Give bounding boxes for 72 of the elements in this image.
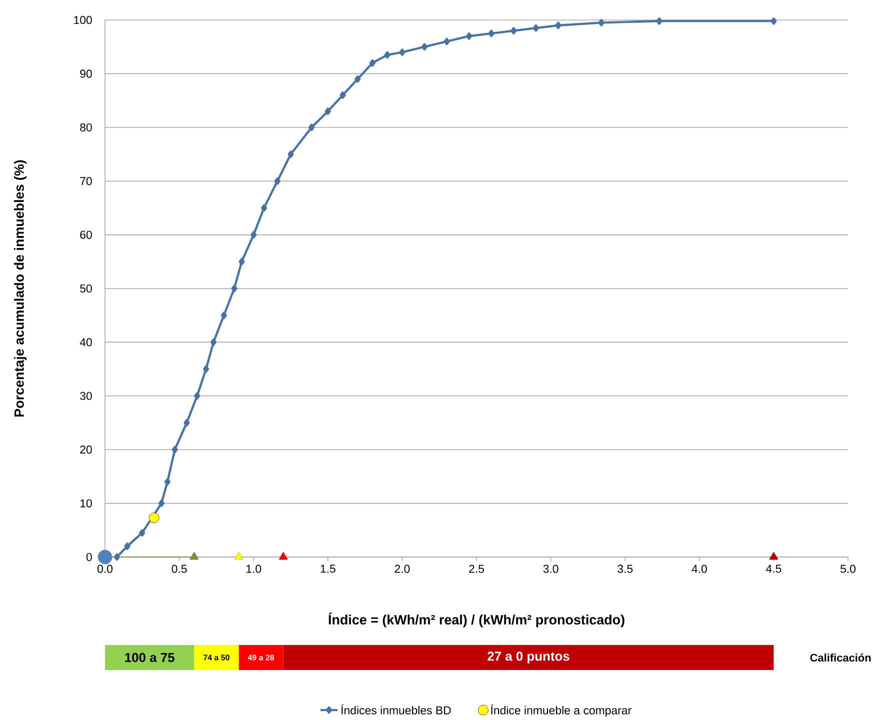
point bbox=[238, 258, 245, 266]
point bbox=[139, 529, 146, 537]
bar bbox=[194, 645, 239, 670]
point bbox=[274, 177, 280, 185]
point bbox=[250, 231, 257, 238]
point bbox=[148, 512, 160, 523]
point bbox=[124, 542, 130, 550]
x-tick-label: 3.0 bbox=[543, 564, 558, 573]
series-label: 100 a 75 bbox=[125, 652, 174, 662]
x-tick-label: 2.0 bbox=[394, 564, 410, 573]
point bbox=[421, 43, 428, 51]
point bbox=[260, 204, 268, 212]
y-tick-label: 30 bbox=[80, 392, 92, 400]
y-tick-label: 50 bbox=[80, 284, 92, 293]
point bbox=[444, 38, 450, 46]
annotation: Calificación bbox=[810, 653, 871, 662]
point bbox=[210, 338, 217, 346]
y-tick-label: 70 bbox=[80, 177, 92, 186]
point bbox=[340, 91, 346, 99]
point bbox=[98, 550, 112, 564]
y-tick-label: 20 bbox=[80, 446, 92, 454]
point bbox=[384, 51, 390, 59]
y-tick-label: 40 bbox=[80, 338, 92, 346]
x-tick-label: 0.0 bbox=[97, 564, 113, 573]
point bbox=[308, 124, 315, 132]
x-tick-label: 2.5 bbox=[469, 564, 484, 573]
y-tick-label: 10 bbox=[80, 499, 92, 508]
point bbox=[172, 446, 178, 454]
x-tick-label: 1.5 bbox=[320, 564, 336, 573]
x-tick-label: 3.5 bbox=[618, 564, 633, 573]
point bbox=[598, 18, 604, 26]
point bbox=[220, 312, 227, 320]
x-tick-label: 1.0 bbox=[246, 564, 262, 573]
bar bbox=[238, 645, 284, 670]
x-axis-title: Índice = (kWh/m² real) / (kWh/m² pronosticado) bbox=[328, 612, 624, 628]
x-tick-label: 4.0 bbox=[692, 564, 707, 573]
point bbox=[769, 552, 778, 560]
point bbox=[324, 108, 331, 115]
point bbox=[466, 32, 472, 40]
legend-label: Índice inmueble a comparar bbox=[491, 704, 632, 717]
bar bbox=[105, 645, 194, 670]
point bbox=[203, 365, 210, 373]
point bbox=[369, 59, 376, 67]
point bbox=[488, 30, 494, 38]
point bbox=[164, 478, 170, 486]
point bbox=[555, 22, 562, 30]
x-tick-label: 5.0 bbox=[840, 564, 856, 573]
point bbox=[158, 500, 165, 507]
y-tick-label: 100 bbox=[74, 16, 92, 24]
y-tick-label: 90 bbox=[80, 70, 92, 78]
y-tick-label: 80 bbox=[80, 123, 92, 132]
point bbox=[399, 48, 406, 56]
y-tick-label: 60 bbox=[80, 230, 92, 239]
point bbox=[288, 150, 294, 158]
point bbox=[510, 27, 517, 34]
legend-label: Índices inmuebles BD bbox=[341, 704, 451, 714]
point bbox=[532, 24, 539, 32]
point bbox=[770, 17, 777, 25]
point bbox=[656, 17, 662, 25]
series-label: 27 a 0 puntos bbox=[488, 652, 570, 664]
point bbox=[114, 553, 120, 561]
y-axis-title: Porcentaje acumulado de inmuebles (%) bbox=[14, 160, 27, 417]
x-tick-label: 4.5 bbox=[766, 564, 782, 573]
point bbox=[184, 419, 190, 426]
point bbox=[278, 552, 288, 560]
point bbox=[354, 75, 361, 83]
point bbox=[231, 284, 238, 292]
point bbox=[190, 552, 199, 560]
bar bbox=[283, 645, 774, 670]
y-tick-label: 0 bbox=[86, 552, 92, 562]
point bbox=[194, 392, 200, 400]
x-tick-label: 0.5 bbox=[172, 564, 187, 573]
